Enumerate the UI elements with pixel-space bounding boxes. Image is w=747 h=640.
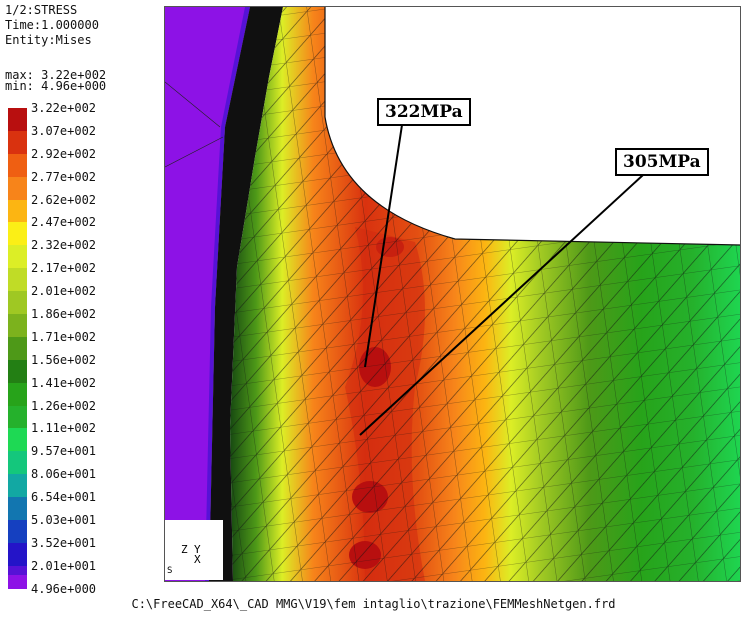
- legend-label: 4.96e+000: [31, 581, 97, 596]
- legend-label: 2.32e+002: [31, 238, 97, 253]
- legend-label: 1.26e+002: [31, 398, 97, 413]
- legend-label: 2.77e+002: [31, 169, 97, 184]
- legend-label: 3.22e+002: [31, 101, 97, 115]
- legend-swatch: [8, 222, 27, 246]
- legend-label: 1.11e+002: [31, 421, 97, 436]
- legend-swatch: [8, 268, 27, 292]
- legend-swatch: [8, 130, 27, 154]
- axis-triad: Z Y X S: [165, 520, 223, 580]
- time-label: Time:1.000000: [5, 18, 99, 32]
- corner-label: S: [167, 566, 173, 576]
- fem-viewport[interactable]: 322MPa 305MPa Z Y X S: [164, 6, 741, 582]
- file-path: C:\FreeCAD_X64\_CAD MMG\V19\fem intaglio…: [131, 597, 616, 611]
- legend-swatch: [8, 245, 27, 269]
- axis-y-label: Y: [194, 543, 201, 556]
- legend-swatch: [8, 474, 27, 498]
- stress-contour-plot[interactable]: [165, 7, 740, 581]
- legend-label: 8.06e+001: [31, 467, 97, 482]
- legend-swatch: [8, 359, 27, 383]
- legend-swatch: [8, 428, 27, 452]
- legend-swatch: [8, 314, 27, 338]
- axis-z-label: Z: [181, 543, 188, 556]
- legend-swatch: [8, 176, 27, 200]
- legend-swatch: [8, 520, 27, 544]
- axis-x-label: X: [194, 553, 201, 566]
- entity-label: Entity:Mises: [5, 33, 92, 47]
- legend-label: 1.41e+002: [31, 375, 97, 390]
- value-range: max: 3.22e+002 min: 4.96e+000: [5, 68, 107, 93]
- legend-swatch: [8, 542, 27, 566]
- legend-swatch: [8, 497, 27, 521]
- legend-label: 1.86e+002: [31, 307, 97, 322]
- legend-swatch: [8, 451, 27, 475]
- legend-swatch: [8, 108, 27, 131]
- leader-line-305: [359, 174, 644, 436]
- min-value: min: 4.96e+000: [5, 79, 107, 93]
- callout-305mpa: 305MPa: [615, 148, 709, 176]
- legend-swatch: [8, 574, 27, 589]
- mesh-lines-left: [165, 81, 224, 168]
- callout-322mpa: 322MPa: [377, 98, 471, 126]
- legend-label: 3.07e+002: [31, 123, 97, 138]
- legend-label: 6.54e+001: [31, 490, 97, 505]
- legend-label: 2.17e+002: [31, 261, 97, 276]
- legend-swatch: [8, 199, 27, 223]
- legend-label: 3.52e+001: [31, 535, 97, 550]
- legend-label: 9.57e+001: [31, 444, 97, 459]
- stressed-body: [230, 7, 740, 581]
- max-value: max: 3.22e+002: [5, 68, 107, 82]
- fillet-edge: [324, 7, 740, 246]
- legend-swatch: [8, 405, 27, 429]
- result-info: 1/2:STRESS Time:1.000000 Entity:Mises: [5, 3, 99, 48]
- legend-swatch: [8, 153, 27, 177]
- legend-label: 2.62e+002: [31, 192, 97, 207]
- notch-gap: [209, 7, 283, 581]
- step-label: 1/2:STRESS: [5, 3, 78, 17]
- legend-label: 2.92e+002: [31, 146, 97, 161]
- purple-region: [165, 7, 250, 581]
- legend-label: 2.01e+001: [31, 558, 97, 573]
- legend-label: 2.47e+002: [31, 215, 97, 230]
- leader-line-322: [364, 124, 403, 368]
- legend-label: 2.01e+002: [31, 284, 97, 299]
- legend-label: 5.03e+001: [31, 513, 97, 528]
- legend-swatch: [8, 382, 27, 406]
- legend-label: 1.56e+002: [31, 352, 97, 367]
- legend-swatch: [8, 336, 27, 360]
- legend-label: 1.71e+002: [31, 329, 97, 344]
- legend-swatch: [8, 291, 27, 315]
